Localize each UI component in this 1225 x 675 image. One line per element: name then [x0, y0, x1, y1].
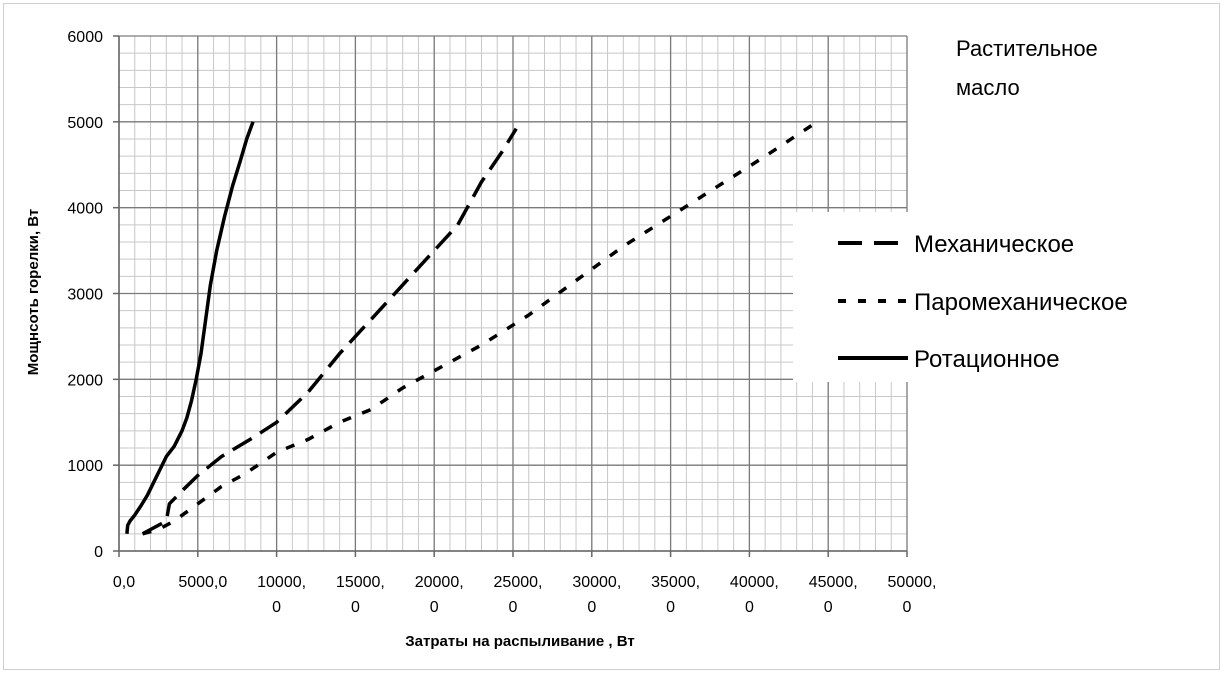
series-line-2	[142, 120, 819, 536]
x-tick-label-cont: 0	[272, 599, 281, 616]
x-tick-label-cont: 0	[587, 599, 596, 616]
series-line-3	[125, 121, 255, 534]
x-tick-label: 5000,0	[178, 574, 227, 591]
series-lines	[125, 120, 819, 536]
x-tick-label: 45000,	[809, 574, 858, 591]
x-tick-label-cont: 0	[430, 599, 439, 616]
x-tick-label: 15000,	[336, 574, 385, 591]
x-tick-labels: 0,0 5000,0 10000, 0 15000, 0 20000, 0 25000, 0 300…	[113, 574, 937, 616]
x-tick-label-cont: 0	[509, 599, 518, 616]
legend: Механическое Паромеханическое Ротационно…	[793, 212, 1173, 382]
series-line-1	[141, 127, 518, 536]
x-tick-label: 10000,	[257, 574, 306, 591]
legend-label-steam: Паромеханическое	[914, 289, 1128, 316]
x-tick-label: 0,0	[113, 574, 135, 591]
x-tick-label-cont: 0	[745, 599, 754, 616]
annotation-line-1: Растительное	[956, 36, 1098, 61]
x-tick-label: 50000,	[888, 574, 937, 591]
x-tick-label: 20000,	[415, 574, 464, 591]
legend-label-rotary: Ротационное	[914, 346, 1060, 373]
legend-background	[793, 212, 1173, 382]
x-tick-label-cont: 0	[824, 599, 833, 616]
y-tick-label: 6000	[67, 29, 103, 46]
y-tick-label: 5000	[67, 115, 103, 132]
x-tick-label: 35000,	[651, 574, 700, 591]
y-axis-title: Мощнсоть горелки, Вт	[25, 209, 42, 376]
major-gridlines	[118, 35, 908, 552]
axes	[113, 35, 908, 557]
chart-frame	[3, 3, 1220, 670]
y-tick-label: 0	[94, 544, 103, 561]
x-tick-label: 25000,	[494, 574, 543, 591]
y-tick-label: 2000	[67, 372, 103, 389]
x-tick-label-cont: 0	[666, 599, 675, 616]
annotation-line-2: масло	[956, 75, 1020, 100]
y-tick-labels: 0 1000 2000 3000 4000 5000 6000	[67, 29, 103, 561]
y-tick-label: 1000	[67, 458, 103, 475]
x-tick-label: 30000,	[572, 574, 621, 591]
x-tick-label-cont: 0	[903, 599, 912, 616]
x-axis-title: Затраты на распыливание , Вт	[405, 633, 634, 650]
y-tick-label: 3000	[67, 287, 103, 304]
x-tick-label-cont: 0	[351, 599, 360, 616]
legend-label-mechanical: Механическое	[914, 231, 1074, 258]
x-tick-label: 40000,	[730, 574, 779, 591]
y-tick-label: 4000	[67, 201, 103, 218]
